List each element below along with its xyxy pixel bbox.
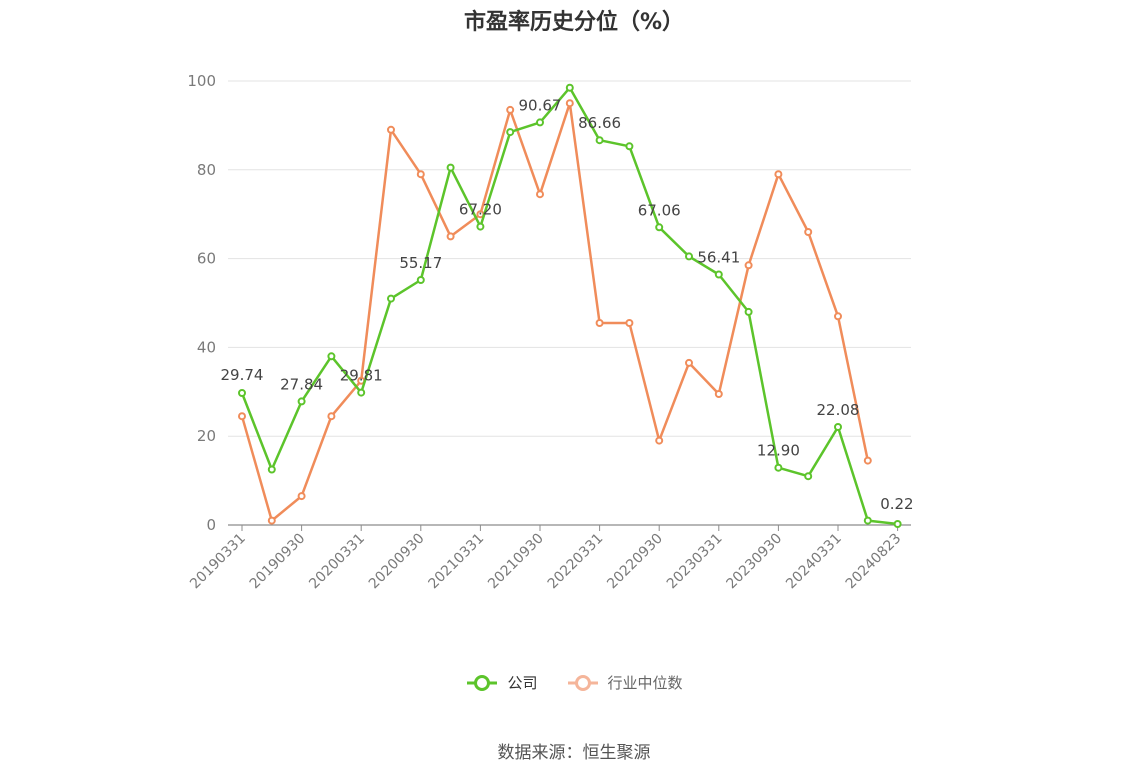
x-tick-label: 20200930 (366, 531, 428, 593)
legend-industry-line-circle-icon (567, 674, 598, 691)
source-text: 数据来源：恒生聚源 (497, 743, 651, 763)
data-label-company: 12.90 (757, 442, 800, 460)
data-point-company[interactable] (446, 163, 455, 172)
data-label-company: 67.06 (638, 201, 681, 219)
data-point-industry[interactable] (238, 412, 246, 421)
data-point-company[interactable] (416, 276, 425, 284)
data-point-company[interactable] (267, 465, 276, 474)
data-point-industry[interactable] (416, 170, 425, 179)
data-point-industry[interactable] (744, 261, 753, 270)
data-point-company[interactable] (744, 307, 753, 316)
data-point-company[interactable] (536, 118, 544, 127)
data-point-industry[interactable] (536, 190, 544, 199)
y-tick-label: 80 (197, 161, 216, 179)
data-point-company[interactable] (595, 136, 604, 145)
data-point-company[interactable] (714, 270, 723, 279)
data-point-industry[interactable] (714, 390, 723, 398)
data-point-company[interactable] (655, 223, 664, 232)
data-point-company[interactable] (804, 472, 813, 481)
data-label-company: 29.81 (340, 367, 383, 385)
data-label-company: 67.20 (459, 201, 502, 219)
y-tick-label: 0 (206, 516, 216, 534)
y-tick-label: 40 (197, 338, 216, 356)
label-layer: 29.74 27.84 29.81 55.17 67.20 90.67 86.66 67.06… (221, 96, 914, 513)
x-tick-label: 20230930 (724, 531, 786, 593)
data-point-company[interactable] (834, 423, 842, 431)
legend-item-industry[interactable]: 行业中位数 (566, 672, 683, 693)
data-point-company[interactable] (863, 516, 872, 525)
x-tick-label: 20210930 (485, 531, 547, 593)
legend-industry-label: 行业中位数 (607, 674, 683, 692)
data-point-industry[interactable] (446, 232, 455, 241)
x-tick-label: 20210331 (426, 531, 488, 593)
data-point-company[interactable] (565, 83, 574, 92)
data-label-company: 0.22 (880, 495, 913, 513)
y-tick-label: 100 (187, 72, 216, 90)
chart-title: 市盈率历史分位（%） (463, 10, 685, 35)
data-point-company[interactable] (387, 294, 395, 303)
data-point-industry[interactable] (565, 99, 574, 108)
series-layer (238, 83, 902, 528)
grid-layer (228, 80, 911, 437)
y-tick-label: 60 (197, 250, 216, 268)
y-tick-label: 20 (197, 427, 216, 445)
data-point-industry[interactable] (774, 170, 783, 179)
data-point-company[interactable] (685, 252, 693, 261)
data-point-industry[interactable] (863, 456, 872, 465)
legend: 公司 行业中位数 (0, 672, 1148, 693)
legend-company-label: 公司 (507, 674, 538, 692)
legend-item-company[interactable]: 公司 (465, 672, 538, 693)
data-label-company: 29.74 (221, 366, 264, 384)
x-tick-label: 20190331 (187, 531, 249, 593)
data-label-company: 55.17 (399, 254, 442, 272)
data-point-industry[interactable] (655, 436, 664, 445)
data-label-company: 56.41 (697, 249, 740, 267)
x-tick-label: 20220930 (604, 531, 666, 593)
data-point-industry[interactable] (804, 228, 813, 236)
x-tick-label: 20200331 (306, 531, 368, 593)
data-point-industry[interactable] (625, 319, 634, 327)
x-tick-label: 20230331 (664, 531, 726, 593)
line-chart: 0 20 40 60 80 100 2019033120190930202003312020… (187, 72, 914, 592)
axis-layer: 0 20 40 60 80 100 2019033120190930202003312020… (187, 72, 911, 592)
data-point-company[interactable] (357, 388, 366, 397)
data-point-company[interactable] (238, 389, 246, 397)
data-point-industry[interactable] (327, 412, 336, 421)
x-tick-label: 20220331 (545, 531, 607, 593)
data-label-company: 86.66 (578, 114, 621, 132)
data-point-industry[interactable] (685, 358, 693, 367)
data-point-industry[interactable] (595, 319, 604, 327)
legend-company-line-circle-icon (467, 674, 498, 691)
data-point-company[interactable] (893, 520, 902, 528)
series-line-industry (240, 101, 870, 522)
data-point-company[interactable] (774, 463, 783, 472)
x-tick-label: 20190930 (247, 531, 309, 593)
data-label-company: 27.84 (280, 375, 323, 393)
data-point-industry[interactable] (506, 105, 515, 114)
data-point-industry[interactable] (387, 125, 395, 134)
data-point-industry[interactable] (297, 492, 306, 501)
x-tick-label: 20240823 (843, 531, 905, 593)
x-tick-label: 20240331 (783, 531, 845, 593)
data-point-company[interactable] (625, 142, 634, 151)
data-point-company[interactable] (506, 128, 515, 137)
data-point-company[interactable] (297, 397, 306, 406)
data-point-company[interactable] (476, 222, 485, 231)
data-label-company: 22.08 (817, 401, 860, 419)
data-point-company[interactable] (327, 352, 336, 361)
data-point-industry[interactable] (267, 516, 276, 525)
data-point-industry[interactable] (834, 312, 842, 321)
data-label-company: 90.67 (519, 96, 562, 114)
